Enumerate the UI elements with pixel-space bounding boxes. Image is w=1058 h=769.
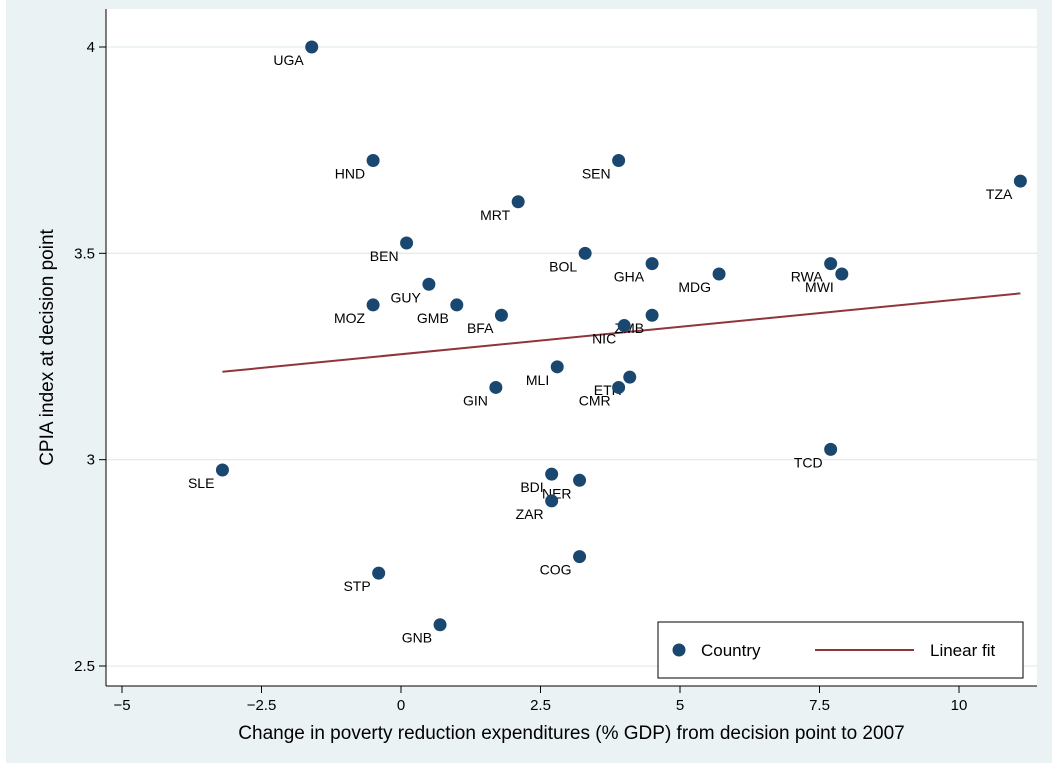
- point-label-gmb: GMB: [417, 310, 449, 326]
- data-point-tcd: [824, 442, 838, 456]
- data-point-mli: [550, 360, 564, 374]
- data-point-ner: [573, 473, 587, 487]
- data-point-bol: [578, 246, 592, 260]
- data-point-gnb: [433, 618, 447, 632]
- plot-area: [106, 9, 1037, 686]
- legend-marker-country: [672, 643, 686, 657]
- point-label-cmr: CMR: [579, 392, 611, 408]
- x-tick-label: 2.5: [530, 697, 551, 714]
- data-point-zmb: [645, 308, 659, 322]
- data-point-gmb: [450, 298, 464, 312]
- data-point-eth: [623, 370, 637, 384]
- point-label-stp: STP: [343, 578, 370, 594]
- data-point-bdi: [545, 467, 559, 481]
- point-label-gnb: GNB: [402, 630, 432, 646]
- data-point-gin: [489, 380, 503, 394]
- y-tick-label: 3.5: [74, 245, 95, 262]
- point-label-mwi: MWI: [805, 279, 834, 295]
- y-tick-label: 4: [87, 39, 95, 56]
- y-tick-label: 3: [87, 452, 95, 469]
- data-point-cmr: [612, 380, 626, 394]
- point-label-bdi: BDI: [520, 479, 543, 495]
- data-point-ben: [400, 236, 414, 250]
- point-label-ben: BEN: [370, 248, 399, 264]
- x-axis-title: Change in poverty reduction expenditures…: [238, 723, 904, 744]
- point-label-uga: UGA: [273, 52, 304, 68]
- data-point-cog: [573, 550, 587, 564]
- legend-label-country: Country: [701, 641, 761, 660]
- data-point-gha: [645, 257, 659, 271]
- point-label-hnd: HND: [335, 165, 365, 181]
- point-label-mrt: MRT: [480, 207, 511, 223]
- data-point-mdg: [712, 267, 726, 281]
- data-point-mrt: [511, 195, 525, 209]
- point-label-sen: SEN: [582, 165, 611, 181]
- x-tick-label: 10: [951, 697, 968, 714]
- y-axis-title: CPIA index at decision point: [37, 228, 58, 465]
- linear-fit-line: [222, 292, 1021, 373]
- point-label-moz: MOZ: [334, 310, 366, 326]
- point-label-rwa: RWA: [791, 269, 824, 285]
- point-label-gha: GHA: [614, 269, 645, 285]
- point-label-zar: ZAR: [516, 506, 544, 522]
- x-tick-label: 7.5: [809, 697, 830, 714]
- data-point-moz: [366, 298, 380, 312]
- data-point-sle: [215, 463, 229, 477]
- legend-label-linear-fit: Linear fit: [930, 641, 995, 660]
- data-point-bfa: [494, 308, 508, 322]
- point-label-cog: COG: [540, 562, 572, 578]
- data-point-tza: [1013, 174, 1027, 188]
- point-label-tcd: TCD: [794, 454, 823, 470]
- point-label-sle: SLE: [188, 475, 214, 491]
- x-tick-label: 5: [676, 697, 684, 714]
- data-point-guy: [422, 277, 436, 291]
- data-point-sen: [612, 153, 626, 167]
- data-point-zar: [545, 494, 559, 508]
- data-point-stp: [372, 566, 386, 580]
- point-label-bfa: BFA: [467, 320, 494, 336]
- data-point-hnd: [366, 153, 380, 167]
- point-label-mdg: MDG: [678, 279, 711, 295]
- data-point-mwi: [835, 267, 849, 281]
- data-point-uga: [305, 40, 319, 54]
- x-tick-label: −2.5: [247, 697, 277, 714]
- point-label-nic: NIC: [592, 331, 616, 347]
- point-label-tza: TZA: [986, 186, 1013, 202]
- x-tick-label: 0: [397, 697, 405, 714]
- data-point-rwa: [824, 257, 838, 271]
- data-point-nic: [617, 319, 631, 333]
- x-tick-label: −5: [113, 697, 130, 714]
- point-label-guy: GUY: [391, 289, 422, 305]
- point-label-mli: MLI: [526, 372, 549, 388]
- point-label-bol: BOL: [549, 258, 577, 274]
- y-tick-label: 2.5: [74, 658, 95, 675]
- point-label-gin: GIN: [463, 392, 488, 408]
